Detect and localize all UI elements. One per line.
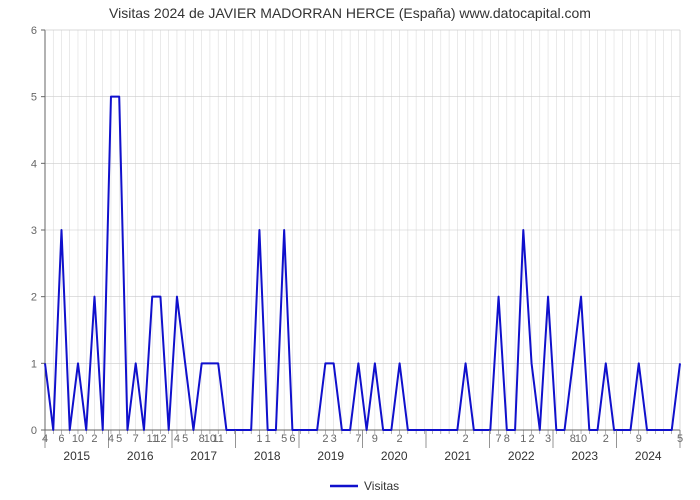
visits-chart: Visitas 2024 de JAVIER MADORRAN HERCE (E…: [0, 0, 700, 500]
x-year-label: 2016: [127, 449, 154, 463]
x-month-label: 2: [91, 433, 97, 445]
legend-label: Visitas: [364, 479, 399, 493]
x-month-label: 3: [331, 433, 337, 445]
x-year-label: 2018: [254, 449, 281, 463]
x-month-label: 6: [289, 433, 295, 445]
y-tick-label: 2: [31, 292, 37, 304]
x-month-label: 1: [256, 433, 262, 445]
x-month-label: 9: [636, 433, 642, 445]
x-month-label: 10: [575, 433, 587, 445]
x-year-label: 2015: [63, 449, 90, 463]
x-month-label: 5: [281, 433, 287, 445]
x-month-label: 9: [372, 433, 378, 445]
x-year-label: 2024: [635, 449, 662, 463]
x-month-label: 1: [265, 433, 271, 445]
x-month-label: 5: [116, 433, 122, 445]
x-month-label: 7: [355, 433, 361, 445]
x-month-label: 8: [504, 433, 510, 445]
x-month-label: 2: [397, 433, 403, 445]
chart-title: Visitas 2024 de JAVIER MADORRAN HERCE (E…: [109, 5, 591, 21]
x-month-label: 6: [58, 433, 64, 445]
x-month-label: 12: [154, 433, 166, 445]
x-month-label: 2: [528, 433, 534, 445]
x-year-label: 2022: [508, 449, 535, 463]
y-tick-label: 1: [31, 358, 37, 370]
x-month-label: 2: [463, 433, 469, 445]
y-tick-label: 6: [31, 25, 37, 37]
chart-container: Visitas 2024 de JAVIER MADORRAN HERCE (E…: [0, 0, 700, 500]
x-month-label: 4: [174, 433, 180, 445]
x-year-label: 2019: [317, 449, 344, 463]
x-month-label: 1: [520, 433, 526, 445]
y-tick-label: 0: [31, 425, 37, 437]
x-month-label: 10: [72, 433, 84, 445]
x-year-label: 2023: [571, 449, 598, 463]
x-year-label: 2017: [190, 449, 217, 463]
x-month-label: 7: [496, 433, 502, 445]
x-year-label: 2020: [381, 449, 408, 463]
x-month-label: 5: [182, 433, 188, 445]
x-month-label: 2: [322, 433, 328, 445]
x-month-label: 11: [212, 433, 223, 445]
y-tick-label: 3: [31, 225, 37, 237]
x-month-label: 3: [545, 433, 551, 445]
y-tick-label: 5: [31, 92, 37, 104]
y-tick-label: 4: [31, 158, 37, 170]
x-year-label: 2021: [444, 449, 471, 463]
x-month-label: 7: [133, 433, 139, 445]
x-month-label: 2: [603, 433, 609, 445]
